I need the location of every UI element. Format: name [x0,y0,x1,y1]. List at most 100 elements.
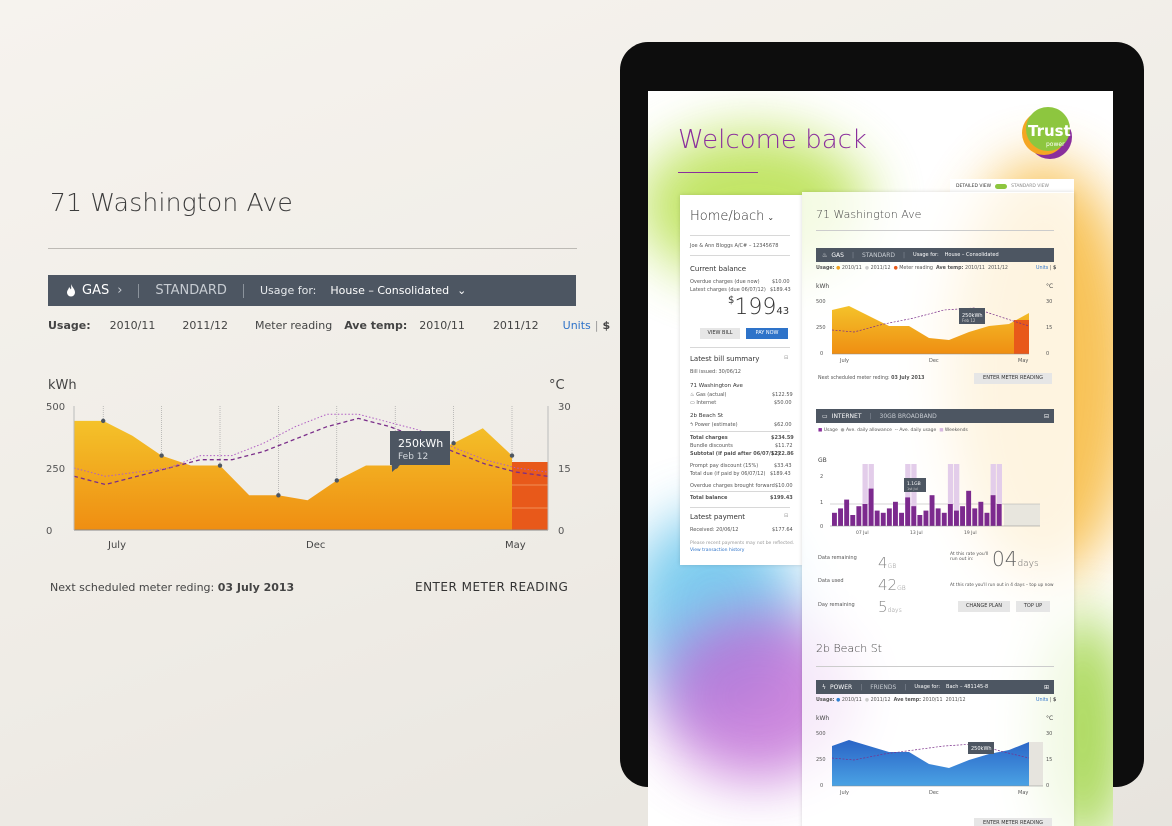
units-toggle[interactable]: Units [1036,698,1049,703]
usage-bar[interactable] [880,512,886,526]
house1-plan: STANDARD [861,251,895,259]
usage-bar[interactable] [947,504,953,526]
usage-bar[interactable] [978,501,984,526]
usage-bar[interactable] [996,504,1002,526]
legend-temp1[interactable]: 2010/11 [419,318,465,332]
next-reading-date: 03 July 2013 [217,581,295,594]
legend-y1[interactable]: 2010/11 [841,266,862,271]
usage-bar[interactable] [984,512,990,526]
usage-bar[interactable] [954,510,959,526]
usage-point[interactable] [276,493,281,498]
weekend-band [905,464,911,526]
pay-now-button[interactable]: PAY NOW [746,328,788,339]
currency-toggle[interactable]: $ [1052,266,1057,271]
house2-fuel[interactable]: POWER [829,683,853,691]
usage-bar[interactable] [941,512,947,526]
house1-fuel[interactable]: GAS [831,251,844,259]
expand-icon[interactable]: ⊞ [1043,683,1049,691]
view-toggle[interactable]: DETAILED VIEW STANDARD VIEW [950,179,1074,193]
legend-t1[interactable]: 2010/11 [922,698,943,703]
usage-bar[interactable] [911,506,917,526]
usage-bar[interactable] [893,501,898,526]
top-up-button[interactable]: TOP UP [1016,601,1050,612]
usage-bar[interactable] [990,495,996,526]
usage-bar[interactable] [850,515,856,526]
separator: | [904,683,907,691]
legend-year1[interactable]: 2010/11 [109,318,156,332]
trustpower-logo[interactable]: Trust power [1018,103,1080,161]
usage-bar[interactable] [874,510,880,526]
ave-temp-label: Ave temp: [344,318,408,332]
standard-view-label[interactable]: STANDARD VIEW [1011,183,1049,189]
legend-y2[interactable]: 2011/12 [870,266,891,271]
transaction-history-link[interactable]: View transaction history [690,548,745,553]
temp-line-2010 [73,417,549,486]
subtotal: Subtotal (if paid after 06/07/12) [690,451,781,457]
legend-t2[interactable]: 2011/12 [945,698,966,703]
units-toggle[interactable]: Units [1036,266,1049,271]
usage-for-label: Usage for: [259,284,317,297]
usage-bar[interactable] [899,512,904,526]
usage-for-dropdown[interactable]: House – Consolidated ⌄ [330,284,466,297]
collapse-icon[interactable]: ⊟ [1043,412,1049,420]
usage-point[interactable] [451,441,456,446]
legend-meter[interactable]: Meter reading [255,318,333,332]
house2-enter-reading-button[interactable]: ENTER METER READING [974,818,1052,826]
account-name[interactable]: Home/bach ⌄ [690,209,774,224]
house1-usage-dropdown[interactable]: House – Consolidated [944,252,999,258]
legend-y1[interactable]: 2010/11 [841,698,862,703]
divider [816,230,1054,231]
usage-bar[interactable] [868,488,874,526]
units-toggle[interactable]: Units [562,318,591,332]
legend-year2[interactable]: 2011/12 [182,318,229,332]
remaining-zone [1004,504,1040,526]
y2-axis-label: °C [549,378,565,393]
house2-usage-dropdown[interactable]: Bach – 481145-8 [946,684,989,690]
collapse-icon[interactable]: ⊟ [784,355,789,361]
internet-label[interactable]: INTERNET [831,412,862,420]
usage-point[interactable] [159,453,164,458]
usage-bar[interactable] [960,506,965,526]
usage-point[interactable] [334,478,339,483]
usage-bar[interactable] [905,497,911,526]
tablet-screen: Welcome back Trust power DETAILED VIEW S… [648,91,1113,826]
usage-bar[interactable] [886,508,892,526]
y2-tick-0: 0 [558,526,564,537]
usage-point[interactable] [101,418,106,424]
house1-enter-reading-button[interactable]: ENTER METER READING [974,373,1052,384]
mini-t15: 15 [1046,757,1052,763]
change-plan-button[interactable]: CHANGE PLAN [958,601,1010,612]
usage-bar[interactable] [923,510,929,526]
usage-point[interactable] [509,453,515,458]
usage-bar[interactable] [862,504,868,526]
currency-toggle[interactable]: $ [1052,698,1057,703]
weekend-band [954,464,960,526]
legend-y2[interactable]: 2011/12 [870,698,891,703]
usage-bar[interactable] [972,508,978,526]
detailed-view-label[interactable]: DETAILED VIEW [956,183,992,189]
usage-bar[interactable] [856,506,862,526]
usage-bar[interactable] [966,490,972,526]
usage-bar[interactable] [832,512,837,526]
mini-may: May [1018,790,1028,796]
usage-bar[interactable] [929,495,935,526]
view-bill-button[interactable]: VIEW BILL [700,328,740,339]
fuel-selector[interactable]: GAS › [66,283,122,298]
usage-bar[interactable] [935,508,941,526]
gb-tick-2: 2 [820,474,823,480]
legend-t2[interactable]: 2011/12 [988,266,1008,271]
collapse-icon[interactable]: ⊟ [784,513,789,519]
run-out-label: At this rate you'll run out in: [950,552,989,562]
usage-bar[interactable] [844,499,850,526]
usage-point[interactable] [217,463,223,468]
usage-bar[interactable] [838,508,843,526]
mini-power-area [832,740,1029,786]
toggle-switch[interactable] [995,183,1008,189]
enter-meter-reading-button[interactable]: ENTER METER READING [415,580,569,594]
legend-temp2[interactable]: 2011/12 [492,318,539,332]
currency-toggle[interactable]: $ [602,318,611,332]
balance-amount: $19943 [728,295,789,320]
usage-bar[interactable] [917,515,923,526]
legend-meter[interactable]: Meter reading [899,266,933,271]
legend-t1[interactable]: 2010/11 [965,266,985,271]
